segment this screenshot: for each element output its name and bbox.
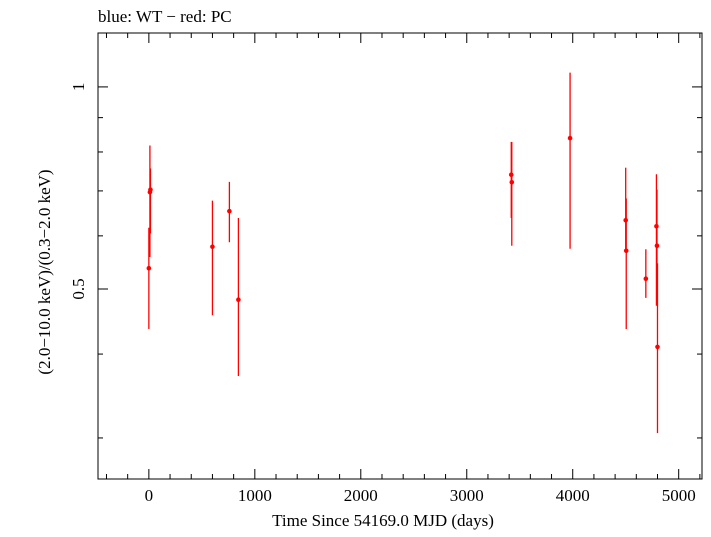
y-tick-label: 1 [69,83,88,92]
plot-frame [97,32,703,480]
chart-title: blue: WT − red: PC [98,7,232,26]
x-tick-label: 3000 [450,486,484,505]
x-tick-label: 5000 [662,486,696,505]
y-axis-label: (2.0−10.0 keV)/(0.3−2.0 keV) [35,169,54,374]
x-axis-ticks: 0 1000 2000 3000 4000 5000 [105,33,701,505]
data-point [210,244,215,250]
x-axis-label: Time Since 54169.0 MJD (days) [272,511,494,530]
x-tick-label: 0 [145,486,154,505]
y-axis-ticks: 10.5 [69,83,702,439]
data-point [655,344,660,350]
data-point [643,276,649,281]
data-point [148,187,153,192]
x-tick-label: 4000 [556,486,590,505]
data-point [623,248,629,254]
x-tick-label: 2000 [344,486,378,505]
x-tick-label: 1000 [238,486,272,505]
data-point [227,208,232,214]
data-points [146,72,660,434]
data-point [567,135,573,141]
y-tick-label: 0.5 [69,278,88,299]
data-point [654,243,660,249]
data-point [236,297,241,302]
data-point [509,179,515,185]
data-point [146,265,152,271]
